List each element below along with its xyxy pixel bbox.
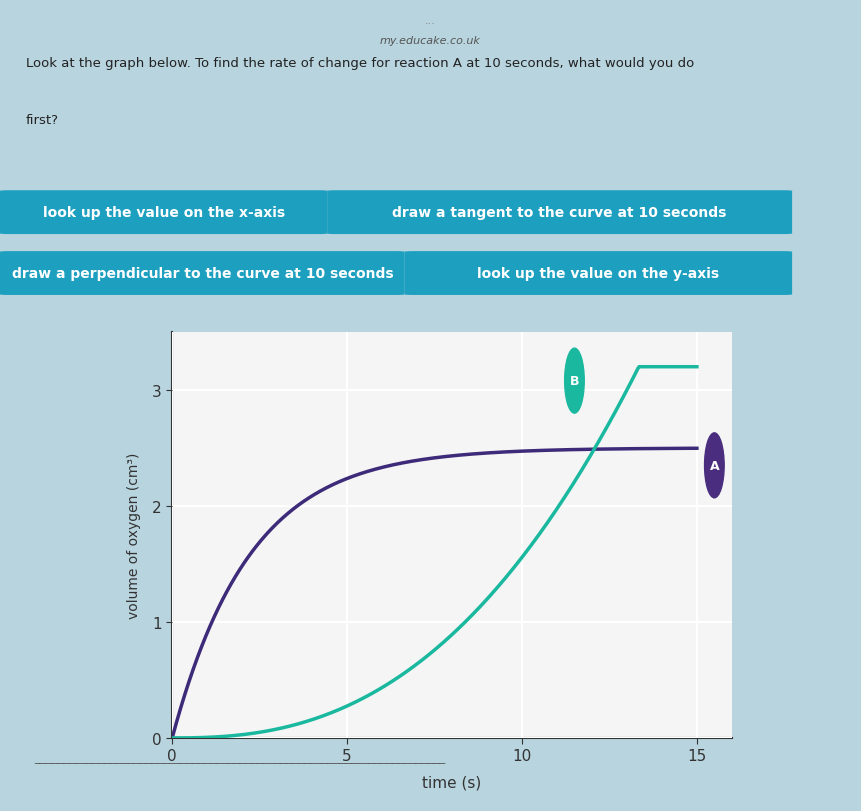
Circle shape [565,349,585,414]
Text: Look at the graph below. To find the rate of change for reaction A at 10 seconds: Look at the graph below. To find the rat… [26,57,694,70]
Text: first?: first? [26,114,59,127]
Text: ──────────────────────────────────────────────────────────────────────: ────────────────────────────────────────… [34,758,446,768]
FancyBboxPatch shape [405,251,792,295]
Text: B: B [570,375,579,388]
FancyBboxPatch shape [327,191,792,235]
FancyBboxPatch shape [0,251,405,295]
X-axis label: time (s): time (s) [423,775,481,789]
Text: A: A [709,459,719,472]
FancyBboxPatch shape [0,191,327,235]
Text: ...: ... [425,16,436,26]
Text: look up the value on the y-axis: look up the value on the y-axis [477,267,720,281]
Text: my.educake.co.uk: my.educake.co.uk [380,36,481,45]
Text: draw a tangent to the curve at 10 seconds: draw a tangent to the curve at 10 second… [393,206,727,220]
Text: look up the value on the x-axis: look up the value on the x-axis [42,206,285,220]
Circle shape [704,433,724,498]
Text: draw a perpendicular to the curve at 10 seconds: draw a perpendicular to the curve at 10 … [11,267,393,281]
Y-axis label: volume of oxygen (cm³): volume of oxygen (cm³) [127,453,141,618]
